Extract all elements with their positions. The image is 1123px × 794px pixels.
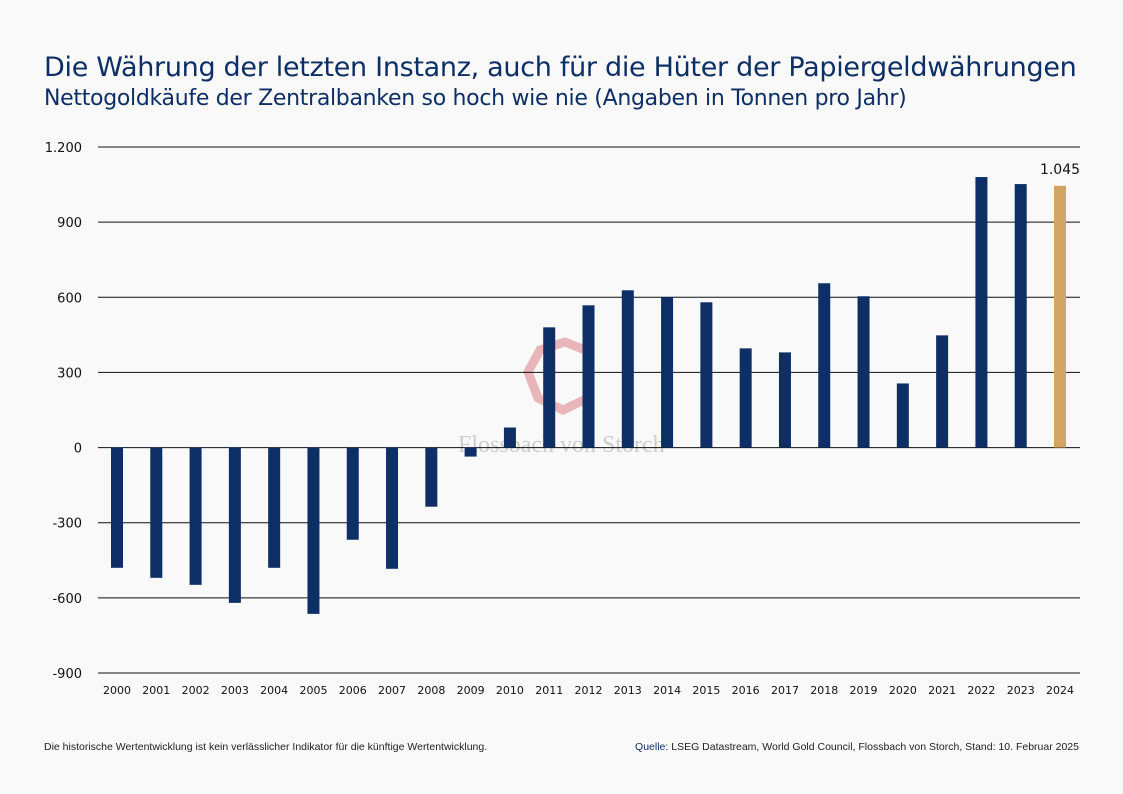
x-tick-label: 2012 [575,684,603,697]
x-tick-label: 2008 [417,684,445,697]
bar-2003 [228,447,241,603]
x-tick-label: 2000 [103,684,131,697]
x-tick-label: 2024 [1046,684,1074,697]
x-tick-label: 2022 [967,684,995,697]
bar-2019 [857,296,870,448]
x-tick-label: 2021 [928,684,956,697]
x-tick-label: 2007 [378,684,406,697]
x-tick-label: 2018 [810,684,838,697]
bar-2006 [346,447,359,540]
y-tick-label: 0 [74,442,82,457]
bar-2009 [464,447,477,457]
bar-2011 [543,327,556,448]
bar-2021 [936,335,949,448]
y-tick-label: -600 [52,592,82,607]
bar-2001 [150,447,163,578]
x-tick-label: 2015 [692,684,720,697]
x-tick-label: 2016 [732,684,760,697]
x-tick-label: 2017 [771,684,799,697]
x-tick-label: 2009 [457,684,485,697]
bar-2013 [621,290,634,448]
y-tick-label: 600 [57,291,82,306]
data-label: 1.045 [1040,162,1080,178]
y-tick-label: 1.200 [45,141,82,156]
y-tick-label: -300 [52,517,82,532]
source-label: Quelle: [635,741,669,753]
y-tick-label: 900 [57,216,82,231]
x-tick-label: 2014 [653,684,681,697]
bar-2024 [1054,185,1066,448]
bar-2012 [582,305,595,448]
bar-2016 [739,348,752,448]
x-tick-label: 2023 [1007,684,1035,697]
source-text: LSEG Datastream, World Gold Council, Flo… [668,741,1079,753]
x-tick-label: 2013 [614,684,642,697]
x-tick-label: 2003 [221,684,249,697]
y-tick-label: -900 [52,667,82,682]
x-tick-label: 2006 [339,684,367,697]
bar-2000 [111,447,123,568]
bar-2005 [307,447,320,614]
bar-2017 [778,352,791,448]
bar-2008 [425,447,438,507]
chart-title: Die Währung der letzten Instanz, auch fü… [44,52,1077,83]
bar-2007 [386,447,399,569]
source-note: Quelle: LSEG Datastream, World Gold Coun… [635,741,1079,753]
bar-2018 [818,283,831,448]
x-tick-label: 2019 [850,684,878,697]
y-tick-label: 300 [57,366,82,381]
bar-2004 [268,447,281,568]
chart-subtitle: Nettogoldkäufe der Zentralbanken so hoch… [44,86,907,111]
bar-2010 [503,427,516,448]
x-tick-label: 2011 [535,684,563,697]
bar-2022 [975,177,988,448]
x-tick-label: 2001 [142,684,170,697]
bar-2015 [700,302,713,448]
disclaimer: Die historische Wertentwicklung ist kein… [44,741,488,753]
x-tick-label: 2005 [299,684,327,697]
x-tick-label: 2004 [260,684,288,697]
x-tick-label: 2002 [182,684,210,697]
x-tick-label: 2010 [496,684,524,697]
bar-2002 [189,447,202,585]
bar-2020 [896,383,909,448]
bar-2014 [661,297,674,448]
bar-2023 [1014,184,1027,448]
x-tick-label: 2020 [889,684,917,697]
